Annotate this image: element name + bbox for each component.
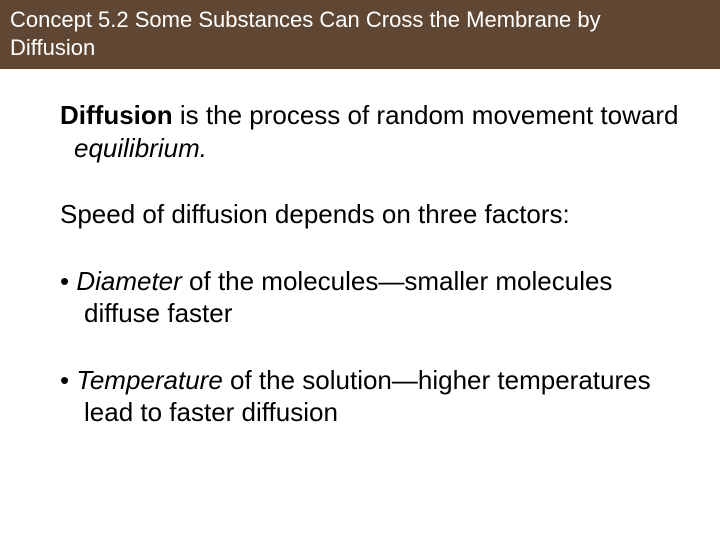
b2-italic: Temperature	[76, 365, 222, 395]
slide-header: Concept 5.2 Some Substances Can Cross th…	[0, 0, 720, 69]
p1-italic: equilibrium.	[74, 133, 207, 163]
header-title-line2: Diffusion	[10, 35, 95, 60]
b1-italic: Diameter	[76, 266, 181, 296]
paragraph-1: Diffusion is the process of random movem…	[60, 99, 680, 164]
header-title-line1: Concept 5.2 Some Substances Can Cross th…	[10, 7, 601, 32]
bullet-1: • Diameter of the molecules—smaller mole…	[60, 265, 680, 330]
b2-prefix: •	[60, 365, 76, 395]
bullet-2: • Temperature of the solution—higher tem…	[60, 364, 680, 429]
p1-mid: is the process of random movement toward	[173, 100, 679, 130]
paragraph-2: Speed of diffusion depends on three fact…	[60, 198, 680, 231]
slide-content: Diffusion is the process of random movem…	[0, 69, 720, 483]
p2-text: Speed of diffusion depends on three fact…	[60, 199, 570, 229]
p1-term: Diffusion	[60, 100, 173, 130]
b1-prefix: •	[60, 266, 76, 296]
